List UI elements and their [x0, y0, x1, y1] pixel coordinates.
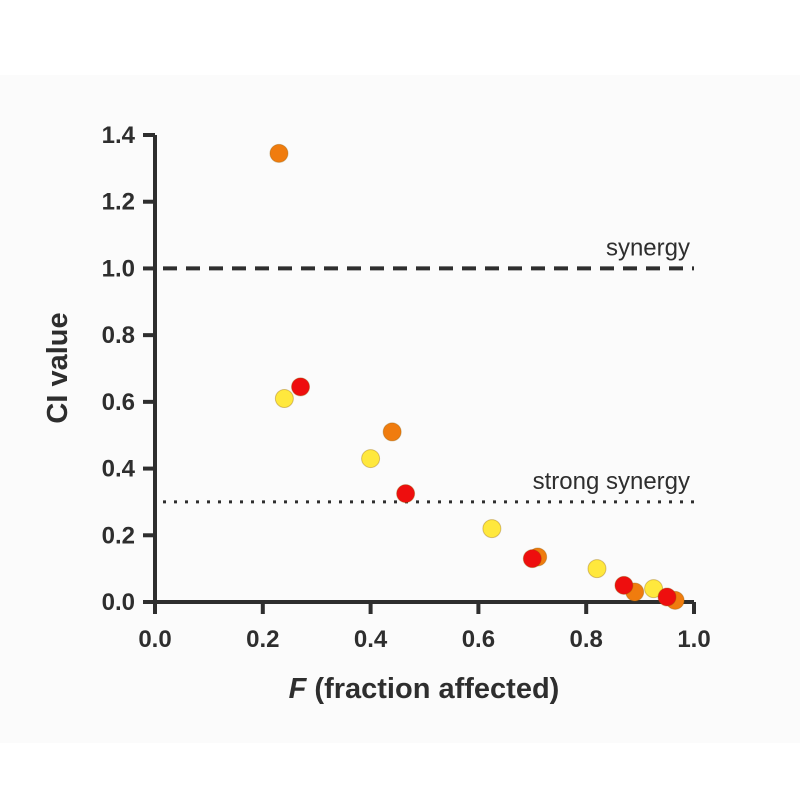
reference-line-label: strong synergy: [533, 468, 690, 495]
data-point: [269, 143, 289, 163]
y-tick-label: 0.2: [102, 522, 135, 549]
y-tick-label: 0.0: [102, 589, 135, 616]
y-tick-label: 0.4: [102, 456, 136, 483]
data-point: [522, 549, 542, 569]
data-points: [269, 143, 685, 610]
x-tick-label: 0.0: [138, 626, 171, 653]
data-point: [382, 422, 402, 442]
x-tick-label: 0.4: [354, 626, 388, 653]
y-tick-label: 0.6: [102, 389, 135, 416]
data-point: [657, 587, 677, 607]
y-ticks: 0.0 0.2 0.4 0.6 0.8 1.0 1.2 1.4: [102, 122, 155, 616]
data-point: [587, 559, 607, 579]
y-axis-title: CI value: [42, 312, 74, 423]
data-point: [482, 519, 502, 539]
data-point: [644, 579, 664, 599]
data-point: [274, 389, 294, 409]
x-ticks: 0.0 0.2 0.4 0.6 0.8 1.0: [138, 602, 711, 653]
x-tick-label: 0.2: [246, 626, 279, 653]
y-tick-label: 1.2: [102, 189, 135, 216]
x-axis-title-text: (fraction affected): [306, 673, 559, 705]
data-point: [291, 377, 311, 397]
x-axis-title-variable: F: [289, 673, 308, 705]
data-point: [361, 449, 381, 469]
reference-line-label: synergy: [606, 234, 690, 261]
x-tick-label: 0.8: [570, 626, 603, 653]
x-axis-title: F (fraction affected): [289, 673, 560, 705]
data-point: [396, 484, 416, 504]
reference-lines: synergy strong synergy: [163, 234, 694, 504]
axes: [153, 135, 694, 604]
y-tick-label: 0.8: [102, 322, 135, 349]
y-tick-label: 1.0: [102, 255, 135, 282]
chart-panel: [0, 75, 800, 743]
data-point: [614, 575, 634, 595]
y-tick-label: 1.4: [102, 122, 136, 149]
x-tick-label: 0.6: [462, 626, 495, 653]
x-tick-label: 1.0: [677, 626, 710, 653]
